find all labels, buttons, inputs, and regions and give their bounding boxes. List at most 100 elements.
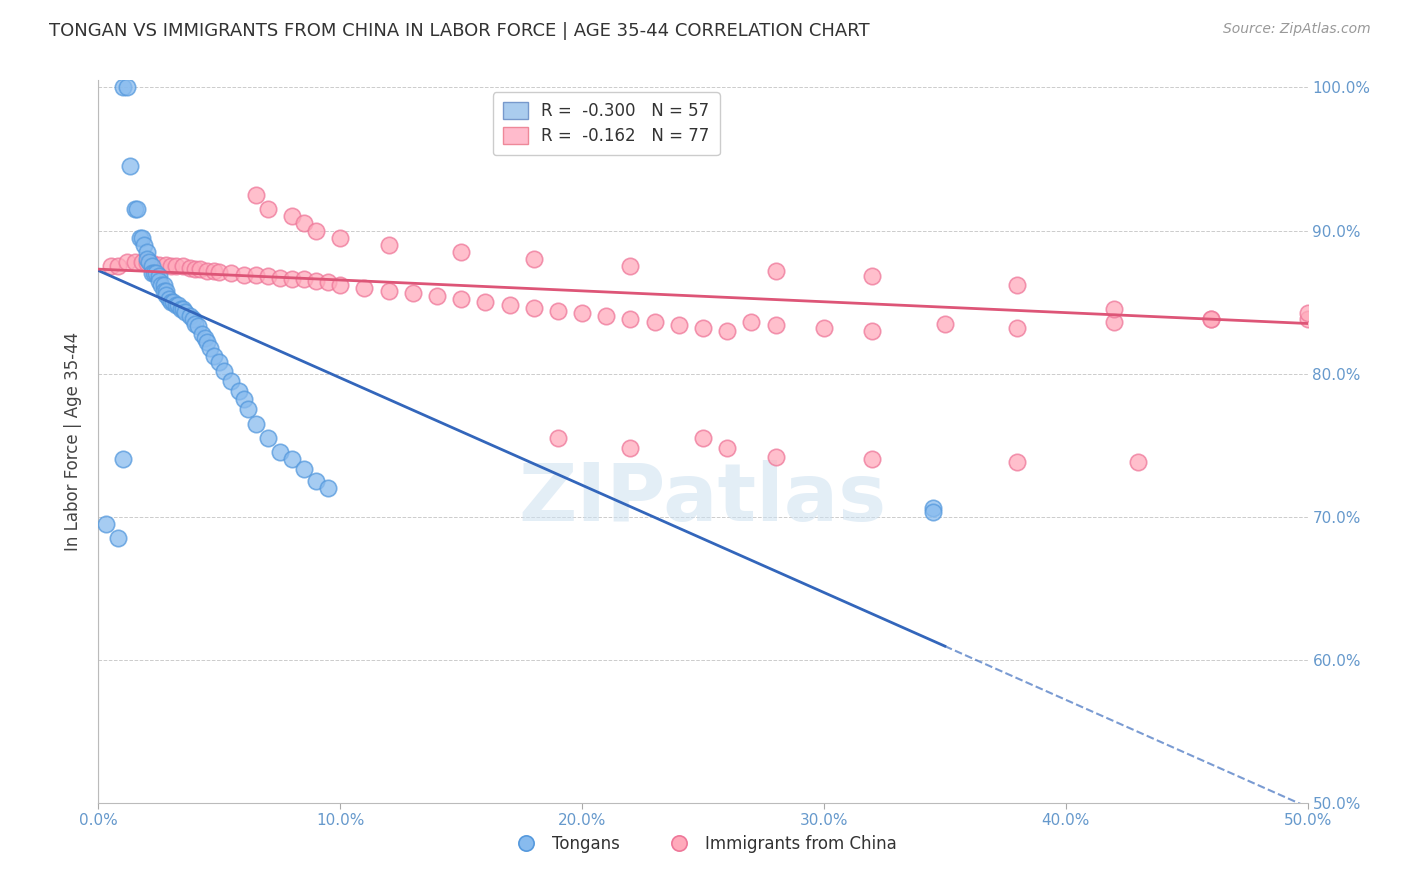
Point [245, 187, 267, 202]
Point [165, 260, 187, 274]
Point [692, 431, 714, 445]
Point [716, 324, 738, 338]
Point [523, 252, 546, 266]
Point [1199, 312, 1222, 326]
Point [668, 318, 690, 332]
Point [377, 237, 399, 252]
Point [162, 295, 184, 310]
Point [934, 317, 956, 331]
Point [740, 315, 762, 329]
Point [148, 269, 170, 284]
Point [160, 260, 183, 274]
Point [135, 252, 157, 266]
Point [204, 263, 226, 277]
Point [619, 260, 641, 274]
Point [107, 531, 129, 545]
Point [1296, 312, 1319, 326]
Point [131, 255, 153, 269]
Point [256, 269, 278, 284]
Point [160, 295, 183, 310]
Point [329, 230, 352, 244]
Point [921, 505, 943, 519]
Point [172, 302, 194, 317]
Point [124, 202, 146, 216]
Point [1007, 320, 1029, 334]
Point [111, 452, 134, 467]
Point [155, 284, 177, 298]
Point [716, 441, 738, 455]
Point [165, 298, 187, 312]
Legend: Tongans, Immigrants from China: Tongans, Immigrants from China [502, 828, 904, 860]
Point [1102, 315, 1125, 329]
Point [145, 267, 167, 281]
Point [305, 474, 328, 488]
Point [152, 284, 174, 298]
Point [1007, 277, 1029, 292]
Point [245, 417, 267, 431]
Point [281, 452, 304, 467]
Point [195, 263, 218, 277]
Point [167, 298, 190, 312]
Point [1296, 306, 1319, 320]
Point [245, 268, 267, 282]
Point [179, 260, 201, 275]
Point [155, 258, 177, 272]
Point [232, 268, 254, 282]
Point [450, 244, 472, 259]
Point [181, 312, 204, 326]
Point [208, 265, 231, 279]
Point [377, 284, 399, 298]
Point [402, 286, 425, 301]
Point [184, 317, 207, 331]
Point [292, 462, 315, 476]
Point [619, 441, 641, 455]
Point [221, 374, 243, 388]
Point [426, 289, 449, 303]
Point [135, 256, 157, 270]
Point [94, 516, 117, 531]
Point [256, 431, 278, 445]
Point [474, 295, 496, 310]
Y-axis label: In Labor Force | Age 35-44: In Labor Force | Age 35-44 [65, 332, 83, 551]
Point [150, 277, 173, 292]
Point [135, 244, 157, 259]
Point [860, 324, 883, 338]
Point [329, 277, 352, 292]
Point [195, 335, 218, 350]
Point [316, 481, 339, 495]
Point [228, 384, 250, 398]
Point [107, 260, 129, 274]
Point [188, 262, 211, 277]
Point [208, 355, 231, 369]
Point [141, 256, 163, 270]
Point [281, 272, 304, 286]
Point [547, 431, 569, 445]
Point [148, 274, 170, 288]
Point [204, 350, 226, 364]
Point [155, 288, 177, 302]
Point [765, 450, 787, 464]
Point [1102, 302, 1125, 317]
Point [111, 80, 134, 95]
Point [238, 402, 260, 417]
Point [141, 260, 163, 274]
Point [860, 269, 883, 284]
Point [174, 305, 197, 319]
Point [305, 223, 328, 237]
Point [100, 260, 122, 274]
Point [305, 274, 328, 288]
Point [127, 202, 149, 216]
Point [921, 501, 943, 516]
Point [281, 209, 304, 223]
Point [134, 237, 156, 252]
Point [124, 255, 146, 269]
Point [212, 364, 235, 378]
Point [619, 312, 641, 326]
Point [184, 262, 207, 277]
Point [148, 258, 170, 272]
Point [1128, 455, 1150, 469]
Text: ZIPatlas: ZIPatlas [519, 460, 887, 539]
Point [179, 310, 201, 324]
Point [157, 292, 180, 306]
Point [523, 301, 546, 315]
